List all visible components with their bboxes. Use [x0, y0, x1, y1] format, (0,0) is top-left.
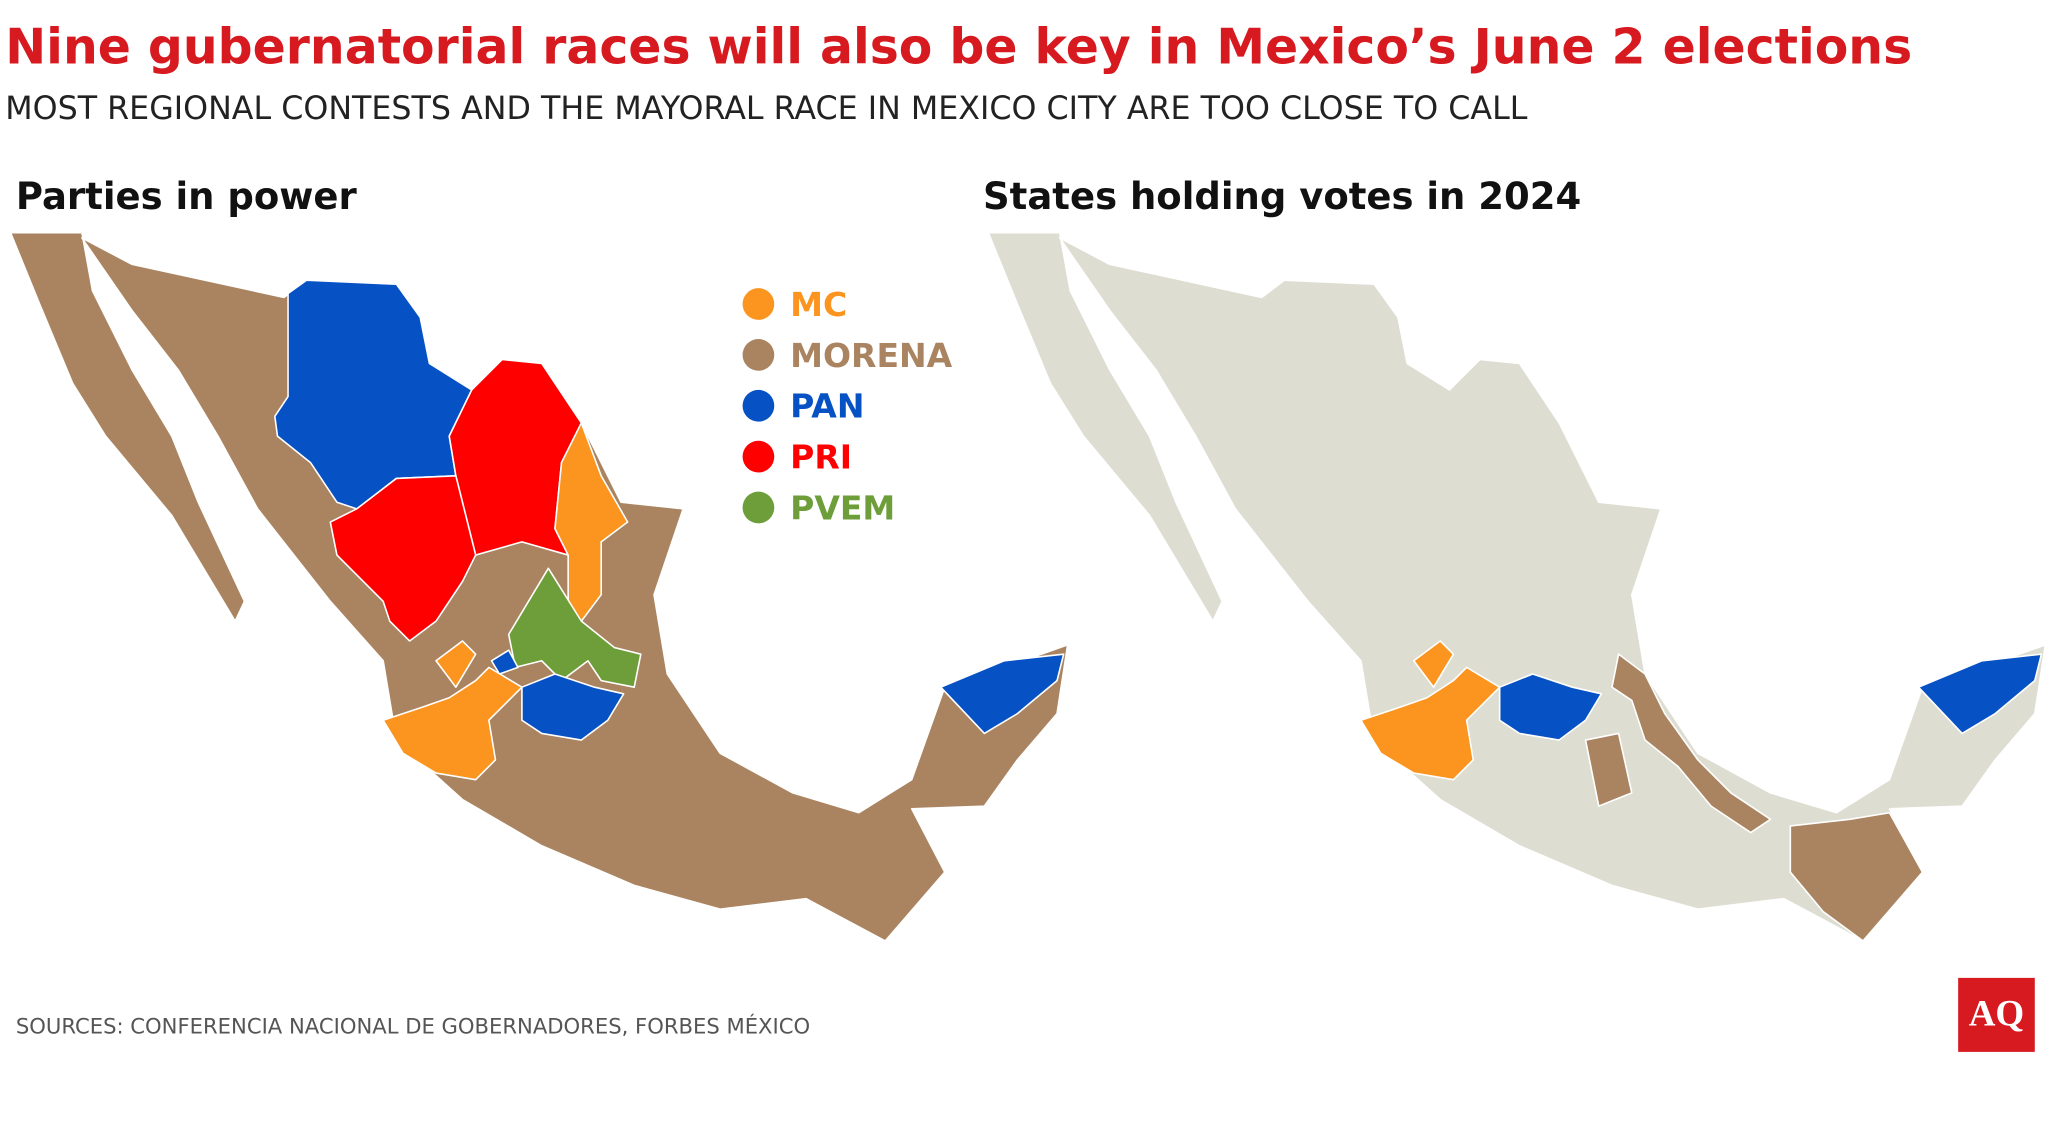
legend-swatch	[742, 389, 775, 422]
state	[1360, 666, 1501, 781]
state	[490, 649, 519, 675]
legend: MC MORENA PAN PRI PVEM	[742, 285, 953, 527]
legend-label: PAN	[790, 387, 864, 426]
state	[1917, 653, 2043, 735]
legend-swatch	[742, 288, 775, 320]
state	[1584, 732, 1633, 807]
state	[1611, 653, 1772, 834]
panel-title: States holding votes in 2024	[983, 175, 1581, 218]
legend-label: PVEM	[790, 488, 895, 527]
state	[1498, 673, 1603, 741]
source: SOURCES: CONFERENCIA NACIONAL DE GOBERNA…	[16, 1013, 810, 1038]
title: Nine gubernatorial races will also be ke…	[5, 19, 1912, 76]
state	[521, 673, 625, 741]
state	[1412, 640, 1455, 688]
panel-title: Parties in power	[16, 175, 358, 218]
legend-swatch	[742, 339, 775, 371]
state	[1789, 811, 1924, 942]
state	[382, 666, 523, 781]
legend-swatch	[742, 440, 775, 473]
legend-swatch	[742, 491, 775, 524]
state	[507, 567, 642, 688]
legend-label: PRI	[790, 438, 852, 477]
logo: AQ	[1969, 993, 2024, 1034]
legend-label: MORENA	[790, 336, 953, 375]
map-parties	[9, 231, 1069, 942]
logo-box	[1958, 977, 2035, 1052]
state	[435, 640, 477, 688]
map-votes	[987, 231, 2047, 942]
state	[329, 475, 477, 642]
legend-label: MC	[790, 285, 847, 324]
subtitle: MOST REGIONAL CONTESTS AND THE MAYORAL R…	[5, 91, 1527, 127]
state	[939, 653, 1065, 735]
